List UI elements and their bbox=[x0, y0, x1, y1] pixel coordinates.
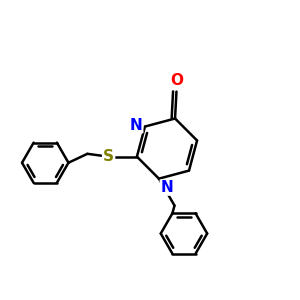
Text: S: S bbox=[103, 149, 114, 164]
Text: O: O bbox=[170, 73, 183, 88]
Text: N: N bbox=[160, 180, 173, 195]
Text: N: N bbox=[130, 118, 143, 133]
